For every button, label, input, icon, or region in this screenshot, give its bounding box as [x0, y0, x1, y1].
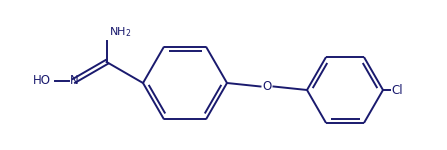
- Text: O: O: [262, 80, 272, 93]
- Text: N: N: [70, 74, 78, 87]
- Text: HO: HO: [33, 74, 51, 87]
- Text: NH$_2$: NH$_2$: [109, 25, 131, 39]
- Text: Cl: Cl: [391, 84, 403, 96]
